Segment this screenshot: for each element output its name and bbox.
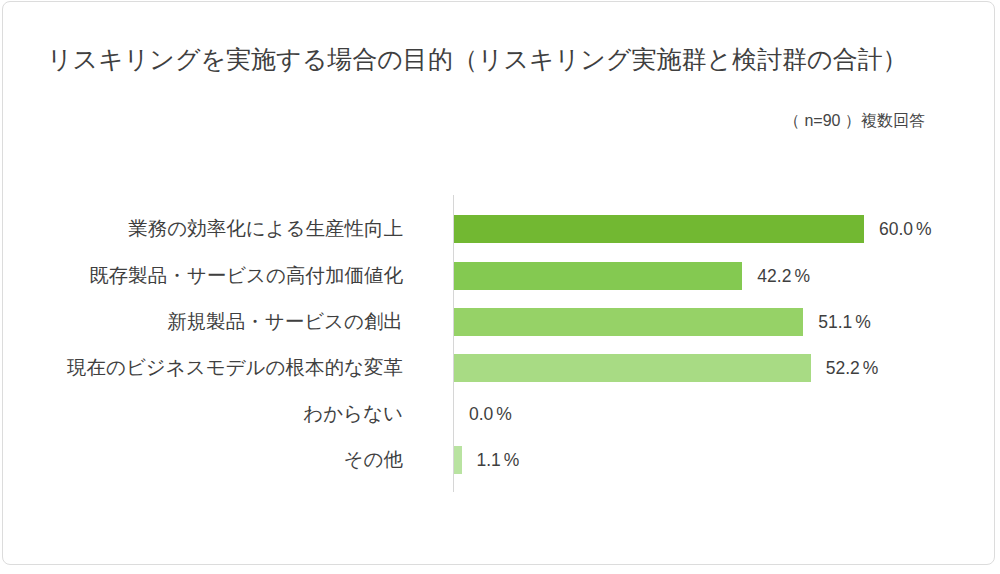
chart-row: 業務の効率化による生産性向上 60.0%: [3, 215, 1000, 243]
category-label: 業務の効率化による生産性向上: [3, 215, 403, 243]
bar: [454, 446, 462, 474]
value-label: 1.1%: [477, 446, 520, 474]
bar: [454, 215, 864, 243]
bar: [454, 262, 742, 290]
chart-title: リスキリングを実施する場合の目的（リスキリング実施群と検討群の合計）: [47, 43, 908, 76]
chart-row: その他 1.1%: [3, 446, 1000, 474]
chart-row: 既存製品・サービスの高付加価値化 42.2%: [3, 262, 1000, 290]
value-label: 51.1%: [818, 308, 871, 336]
bar: [454, 354, 811, 382]
chart-row: 新規製品・サービスの創出 51.1%: [3, 308, 1000, 336]
category-label: その他: [3, 446, 403, 474]
chart-card: リスキリングを実施する場合の目的（リスキリング実施群と検討群の合計） （ n=9…: [2, 1, 995, 565]
value-label: 42.2%: [757, 262, 810, 290]
chart-row: わからない 0.0%: [3, 400, 1000, 428]
bar: [454, 308, 803, 336]
category-label: わからない: [3, 400, 403, 428]
value-label: 0.0%: [469, 400, 512, 428]
value-label: 60.0%: [879, 215, 932, 243]
sample-size-note: （ n=90 ）複数回答: [784, 111, 925, 132]
value-label: 52.2%: [826, 354, 879, 382]
chart-row: 現在のビジネスモデルの根本的な変革 52.2%: [3, 354, 1000, 382]
category-label: 新規製品・サービスの創出: [3, 308, 403, 336]
category-label: 既存製品・サービスの高付加価値化: [3, 262, 403, 290]
category-label: 現在のビジネスモデルの根本的な変革: [3, 354, 403, 382]
